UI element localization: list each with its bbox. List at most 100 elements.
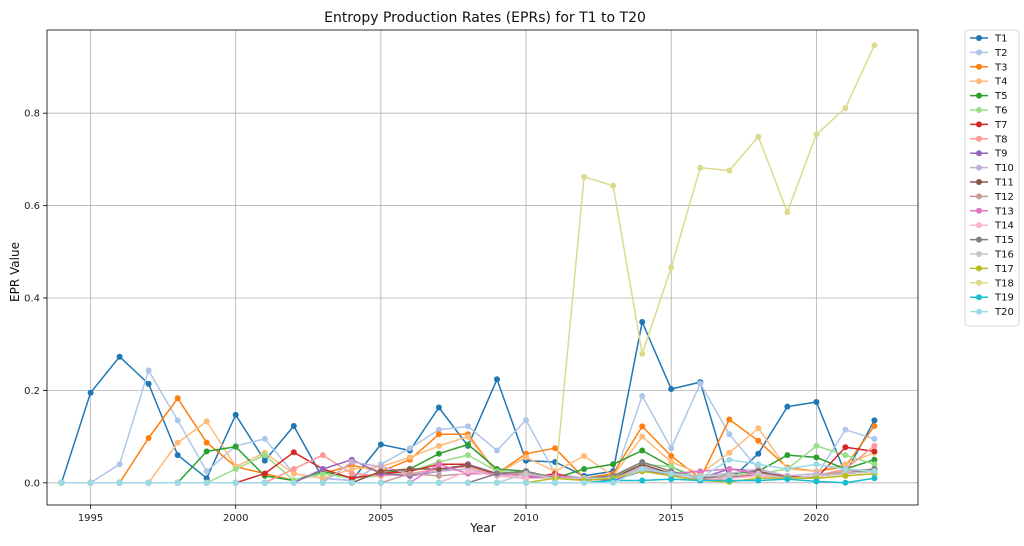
legend-label: T14 (994, 221, 1014, 232)
data-point (174, 452, 181, 459)
data-point (813, 442, 820, 449)
data-point (290, 449, 297, 456)
data-point (581, 479, 588, 486)
legend-item: T3 (970, 62, 1007, 73)
data-point (871, 461, 878, 468)
legend-swatch-marker (976, 63, 982, 70)
legend-swatch-marker (976, 135, 982, 142)
data-point (465, 452, 471, 459)
legend-item: T16 (970, 250, 1014, 261)
data-point (319, 470, 326, 477)
data-point (581, 453, 588, 459)
data-point (697, 164, 704, 171)
data-point (668, 445, 675, 452)
axis-ticks: 1995 2000 2005 2010 2015 2020 0.0 0.2 0.4 0.6 0.8 (24, 109, 829, 524)
legend-item: T9 (970, 149, 1007, 160)
data-point (377, 468, 384, 475)
data-point (116, 353, 123, 360)
legend-swatch-marker (976, 179, 982, 185)
data-point (639, 393, 646, 399)
legend-item: T1 (970, 34, 1007, 45)
data-point (639, 447, 646, 454)
data-point (755, 133, 762, 140)
data-point (348, 466, 355, 472)
y-tick-label: 0.0 (24, 478, 40, 489)
data-point (697, 468, 704, 475)
data-point (494, 470, 500, 477)
data-point (465, 433, 471, 440)
data-point (639, 477, 646, 484)
data-point (755, 450, 762, 457)
data-point (813, 461, 820, 468)
data-point (116, 461, 123, 468)
data-point (319, 452, 326, 459)
data-point (290, 479, 297, 486)
data-point (842, 466, 849, 472)
data-point (261, 457, 268, 464)
legend-item: T20 (970, 307, 1014, 318)
data-point (319, 479, 326, 486)
y-tick-label: 0.8 (24, 109, 40, 120)
data-point (58, 479, 65, 486)
legend-item: T6 (970, 106, 1007, 117)
legend-item: T5 (970, 91, 1007, 102)
data-point (406, 479, 413, 486)
legend-item: T17 (970, 264, 1014, 275)
legend-item: T14 (970, 221, 1014, 232)
data-point (435, 466, 442, 472)
data-point (784, 476, 791, 483)
data-point (377, 463, 384, 470)
y-tick-label: 0.4 (24, 293, 40, 304)
legend-item: T10 (970, 163, 1014, 174)
data-point (406, 445, 413, 452)
data-point (261, 452, 268, 459)
data-point (523, 470, 529, 477)
data-point (726, 167, 733, 174)
legend-swatch-marker (976, 92, 982, 99)
legend-label: T20 (994, 307, 1014, 318)
legend-label: T5 (994, 91, 1007, 102)
data-point (639, 319, 646, 325)
data-point (726, 466, 733, 472)
data-point (871, 435, 878, 442)
data-point (784, 466, 791, 472)
data-point (290, 470, 297, 477)
data-point (871, 417, 878, 424)
data-point (668, 264, 675, 271)
data-point (232, 443, 239, 450)
x-tick-label: 1995 (78, 513, 103, 524)
legend-label: T10 (994, 163, 1014, 174)
data-point (406, 454, 413, 461)
data-point (755, 470, 762, 477)
legend-label: T4 (994, 77, 1007, 88)
data-point (871, 468, 878, 475)
series-t18 (58, 42, 878, 486)
data-point (842, 444, 849, 451)
data-point (174, 417, 181, 424)
data-point (145, 380, 152, 387)
data-point (697, 380, 704, 387)
data-point (261, 435, 268, 442)
x-tick-label: 2000 (223, 513, 248, 524)
data-point (87, 479, 94, 486)
data-point (523, 454, 529, 461)
series-line (61, 44, 876, 484)
legend-swatch-marker (976, 150, 982, 157)
data-point (726, 456, 733, 463)
data-point (668, 476, 675, 483)
legend-swatch-marker (976, 279, 982, 286)
data-point (784, 452, 791, 459)
data-point (465, 462, 471, 469)
legend-swatch-marker (976, 193, 982, 200)
legend-label: T15 (994, 235, 1014, 246)
data-point (755, 437, 762, 444)
data-point (174, 395, 181, 402)
legend-label: T1 (994, 34, 1007, 45)
data-point (348, 459, 355, 465)
data-point (610, 182, 617, 189)
x-tick-label: 2020 (804, 513, 829, 524)
data-point (668, 463, 675, 470)
data-point (87, 389, 94, 396)
legend: T1 T2 T3 T4 T5 T6 T7 T8 T9 T10 T11 T12 T13 T14 T15 T16 T… (964, 29, 1020, 327)
legend-swatch-marker (976, 107, 982, 113)
